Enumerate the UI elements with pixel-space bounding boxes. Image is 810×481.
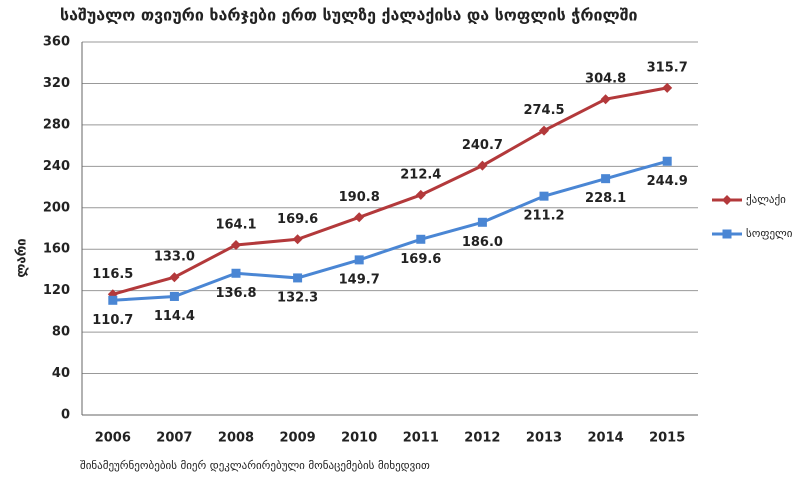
data-label: 190.8 bbox=[339, 190, 380, 205]
y-tick-label: 240 bbox=[43, 159, 70, 174]
data-label: 212.4 bbox=[400, 167, 441, 182]
chart-title: საშუალო თვიური ხარჯები ერთ სულზე ქალაქის… bbox=[60, 6, 638, 25]
x-tick-label: 2007 bbox=[156, 431, 192, 446]
point bbox=[108, 295, 118, 305]
y-tick-label: 160 bbox=[43, 242, 70, 257]
data-label: 132.3 bbox=[277, 290, 318, 305]
x-tick-label: 2006 bbox=[95, 431, 131, 446]
footnote: შინამეურნეობების მიერ დეკლარირებული მონა… bbox=[80, 459, 430, 472]
point bbox=[169, 291, 179, 301]
y-tick-label: 200 bbox=[43, 200, 70, 215]
y-tick-label: 120 bbox=[43, 283, 70, 298]
y-tick-label: 80 bbox=[52, 325, 70, 340]
x-tick-label: 2008 bbox=[218, 431, 254, 446]
point bbox=[415, 189, 426, 200]
data-label: 315.7 bbox=[647, 60, 688, 75]
point bbox=[292, 234, 303, 245]
x-tick-label: 2010 bbox=[341, 431, 377, 446]
x-tick-label: 2015 bbox=[649, 431, 685, 446]
data-label: 169.6 bbox=[277, 212, 318, 227]
y-tick-label: 320 bbox=[43, 76, 70, 91]
data-label: 110.7 bbox=[92, 313, 133, 328]
point bbox=[662, 82, 673, 93]
point bbox=[600, 94, 611, 105]
point bbox=[416, 234, 426, 244]
legend-marker bbox=[722, 195, 732, 205]
point bbox=[354, 255, 364, 265]
data-label: 211.2 bbox=[523, 209, 564, 224]
point bbox=[231, 239, 241, 250]
point bbox=[539, 191, 549, 201]
point bbox=[601, 174, 611, 184]
data-label: 114.4 bbox=[154, 309, 195, 324]
point bbox=[477, 160, 488, 171]
point bbox=[662, 156, 672, 166]
data-label: 186.0 bbox=[462, 235, 503, 250]
y-tick-label: 40 bbox=[52, 366, 70, 381]
point bbox=[354, 212, 365, 223]
data-label: 304.8 bbox=[585, 72, 626, 87]
y-tick-label: 360 bbox=[43, 35, 70, 50]
legend-label: ქალაქი bbox=[746, 193, 786, 206]
data-label: 136.8 bbox=[215, 286, 256, 301]
x-tick-label: 2012 bbox=[464, 431, 500, 446]
y-axis-label: ლარი bbox=[15, 238, 30, 277]
data-label: 133.0 bbox=[154, 250, 195, 265]
series-line bbox=[112, 86, 668, 296]
data-label: 244.9 bbox=[647, 174, 688, 189]
y-tick-label: 0 bbox=[61, 408, 70, 423]
y-tick-label: 280 bbox=[43, 117, 70, 132]
point bbox=[169, 272, 180, 283]
x-tick-label: 2011 bbox=[403, 431, 439, 446]
x-tick-label: 2009 bbox=[280, 431, 316, 446]
point bbox=[539, 125, 549, 136]
data-label: 228.1 bbox=[585, 191, 626, 206]
data-label: 164.1 bbox=[215, 217, 256, 232]
data-label: 149.7 bbox=[339, 272, 380, 287]
point bbox=[477, 217, 487, 227]
point bbox=[293, 273, 303, 283]
x-tick-label: 2014 bbox=[588, 431, 624, 446]
series-line bbox=[112, 159, 668, 302]
data-label: 116.5 bbox=[92, 267, 133, 282]
data-label: 274.5 bbox=[523, 103, 564, 118]
data-label: 240.7 bbox=[462, 138, 503, 153]
legend-marker bbox=[722, 229, 732, 239]
x-tick-label: 2013 bbox=[526, 431, 562, 446]
data-label: 169.6 bbox=[400, 252, 441, 267]
legend-label: სოფელი bbox=[746, 227, 793, 240]
point bbox=[231, 268, 241, 278]
